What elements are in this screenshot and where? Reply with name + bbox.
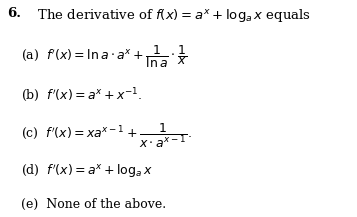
Text: (a)  $f'(x) = \ln a \cdot a^x + \dfrac{1}{\ln a} \cdot \dfrac{1}{x}$: (a) $f'(x) = \ln a \cdot a^x + \dfrac{1}… xyxy=(21,43,188,70)
Text: 6.: 6. xyxy=(7,7,21,20)
Text: (e)  None of the above.: (e) None of the above. xyxy=(21,197,167,210)
Text: (d)  $f'(x) = a^x + \log_a x$: (d) $f'(x) = a^x + \log_a x$ xyxy=(21,163,153,180)
Text: (c)  $f'(x) = xa^{x-1} + \dfrac{1}{x \cdot a^{x-1}}.$: (c) $f'(x) = xa^{x-1} + \dfrac{1}{x \cdo… xyxy=(21,122,192,150)
Text: The derivative of $f(x) = a^x + \log_a x$ equals: The derivative of $f(x) = a^x + \log_a x… xyxy=(29,7,311,23)
Text: (b)  $f'(x) = a^x + x^{-1}.$: (b) $f'(x) = a^x + x^{-1}.$ xyxy=(21,87,143,105)
